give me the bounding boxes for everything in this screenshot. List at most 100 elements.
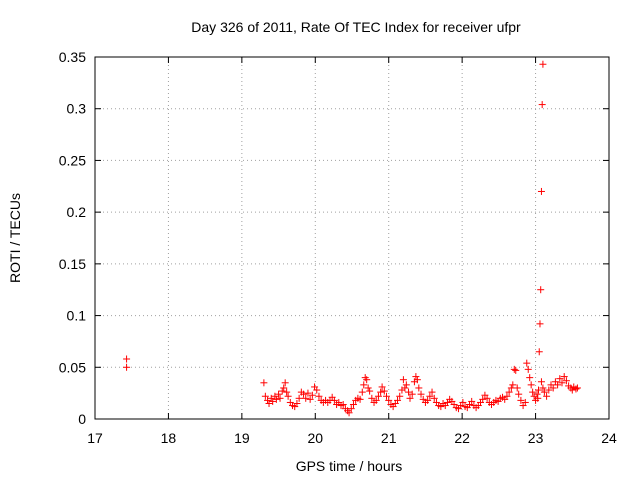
data-point xyxy=(560,373,568,381)
x-tick-label: 22 xyxy=(454,430,470,446)
data-point xyxy=(366,387,374,395)
data-point xyxy=(275,390,283,398)
data-point xyxy=(278,387,286,395)
data-point xyxy=(529,388,537,396)
y-tick-label: 0 xyxy=(78,411,86,427)
data-point xyxy=(293,399,301,407)
grid xyxy=(95,57,609,419)
data-point xyxy=(509,381,517,389)
data-point xyxy=(459,398,467,406)
data-point xyxy=(330,396,338,404)
y-tick-label: 0.35 xyxy=(59,49,86,65)
data-point xyxy=(261,392,269,400)
data-point xyxy=(521,398,529,406)
data-point xyxy=(426,392,434,400)
data-point xyxy=(377,388,385,396)
data-point xyxy=(537,286,545,294)
data-point xyxy=(306,395,314,403)
data-point xyxy=(539,384,547,392)
data-point xyxy=(123,355,131,363)
data-point xyxy=(283,388,291,396)
data-point xyxy=(549,384,557,392)
data-point xyxy=(380,387,388,395)
data-point xyxy=(533,390,541,398)
data-point xyxy=(535,348,543,356)
data-point xyxy=(562,377,570,385)
data-point xyxy=(412,373,420,381)
data-point xyxy=(468,397,476,405)
data-point xyxy=(534,394,542,402)
data-point xyxy=(396,392,404,400)
data-point xyxy=(538,101,546,109)
data-point xyxy=(424,396,432,404)
data-point xyxy=(281,379,289,387)
data-point xyxy=(385,396,393,404)
data-point xyxy=(554,381,562,389)
y-tick-label: 0.05 xyxy=(59,359,86,375)
data-point xyxy=(295,394,303,402)
data-point xyxy=(399,376,407,384)
data-point xyxy=(276,394,284,402)
x-tick-label: 18 xyxy=(161,430,177,446)
data-point xyxy=(428,388,436,396)
data-point xyxy=(408,390,416,398)
data-point xyxy=(505,388,513,396)
y-tick-label: 0.2 xyxy=(67,204,87,220)
data-point xyxy=(356,395,364,403)
x-tick-label: 24 xyxy=(601,430,617,446)
data-point xyxy=(479,395,487,403)
y-tick-label: 0.25 xyxy=(59,152,86,168)
data-point xyxy=(413,376,421,384)
data-point xyxy=(510,365,518,373)
x-tick-label: 21 xyxy=(381,430,397,446)
data-point xyxy=(260,379,268,387)
data-point xyxy=(417,390,425,398)
data-point xyxy=(401,384,409,392)
data-point xyxy=(308,391,316,399)
data-point xyxy=(540,388,548,396)
data-point xyxy=(527,381,535,389)
y-tick-label: 0.1 xyxy=(67,308,87,324)
data-point xyxy=(123,363,131,371)
data-point xyxy=(363,376,371,384)
chart-title: Day 326 of 2011, Rate Of TEC Index for r… xyxy=(191,19,521,35)
axis-ticks: 17 18 19 20 21 22 23 24 0 0.05 0.1 0.15 0.2 0.25 0.3 0.… xyxy=(59,49,617,446)
data-point xyxy=(537,378,545,386)
data-point xyxy=(573,384,581,392)
data-point xyxy=(503,392,511,400)
data-point xyxy=(524,365,532,373)
data-point xyxy=(512,366,520,374)
data-point xyxy=(302,394,310,402)
data-point xyxy=(265,399,273,407)
data-point xyxy=(517,396,525,404)
data-point xyxy=(284,392,292,400)
data-point xyxy=(415,384,423,392)
data-point xyxy=(568,386,576,394)
data-point xyxy=(543,392,551,400)
data-point xyxy=(345,409,353,417)
data-point xyxy=(315,392,323,400)
data-point xyxy=(267,394,275,402)
data-point xyxy=(368,394,376,402)
data-point xyxy=(572,385,580,393)
x-axis-label: GPS time / hours xyxy=(296,458,403,474)
data-point xyxy=(374,392,382,400)
data-point xyxy=(558,379,566,387)
data-point xyxy=(406,394,414,402)
data-point xyxy=(507,384,515,392)
x-tick-label: 23 xyxy=(528,430,544,446)
data-point xyxy=(513,384,521,392)
data-point xyxy=(313,386,321,394)
x-tick-label: 19 xyxy=(234,430,250,446)
data-point xyxy=(360,381,368,389)
data-point xyxy=(539,60,547,68)
data-point xyxy=(349,401,357,409)
data-point xyxy=(280,384,288,392)
y-axis-label: ROTI / TECUs xyxy=(7,193,23,283)
data-point xyxy=(483,394,491,402)
data-point xyxy=(304,389,312,397)
x-tick-label: 17 xyxy=(87,430,103,446)
y-tick-label: 0.3 xyxy=(67,101,87,117)
y-tick-label: 0.15 xyxy=(59,256,86,272)
